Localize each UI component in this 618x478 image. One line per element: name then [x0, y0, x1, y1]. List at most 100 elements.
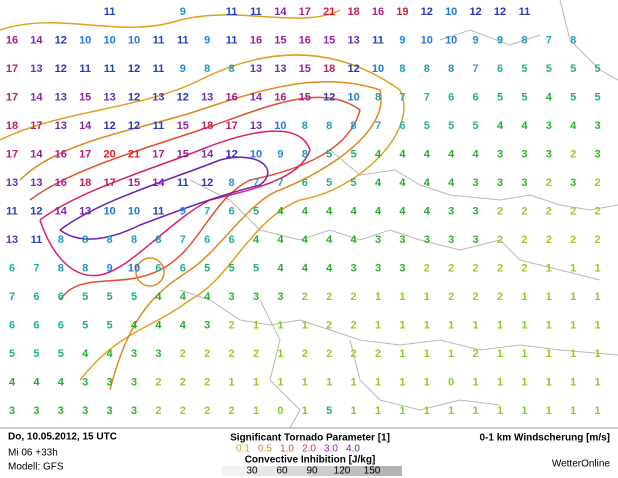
shear-value: 5: [204, 262, 210, 274]
shear-value: 1: [424, 291, 430, 303]
shear-value: 2: [302, 348, 308, 360]
shear-value: 11: [79, 63, 91, 75]
shear-value: 11: [153, 34, 165, 46]
shear-value: 1: [595, 319, 601, 331]
shear-value: 15: [299, 63, 311, 75]
shear-value: 7: [473, 63, 479, 75]
shear-value: 6: [9, 319, 15, 331]
shear-value: 13: [152, 91, 164, 103]
shear-value: 4: [204, 291, 211, 303]
shear-value: 18: [347, 6, 359, 18]
shear-value: 13: [30, 177, 42, 189]
shear-value: 17: [30, 120, 42, 132]
shear-value: 19: [396, 6, 408, 18]
shear-value: 2: [326, 348, 332, 360]
shear-value: 11: [372, 34, 384, 46]
shear-value: 7: [33, 262, 39, 274]
shear-value: 2: [546, 234, 552, 246]
shear-value: 1: [399, 291, 405, 303]
shear-value: 2: [253, 348, 259, 360]
shear-value: 9: [497, 34, 503, 46]
shear-value: 5: [448, 120, 454, 132]
shear-value: 10: [128, 34, 140, 46]
shear-value: 17: [79, 148, 91, 160]
shear-value: 1: [595, 291, 601, 303]
shear-value: 3: [253, 291, 259, 303]
shear-value: 1: [546, 262, 552, 274]
shear-value: 16: [6, 34, 18, 46]
shear-value: 1: [399, 348, 405, 360]
shear-value: 3: [82, 376, 88, 388]
shear-value: 4: [302, 205, 309, 217]
shear-value: 18: [79, 177, 91, 189]
shear-value: 6: [58, 291, 64, 303]
shear-value: 6: [155, 262, 161, 274]
shear-value: 12: [30, 205, 42, 217]
shear-value: 10: [250, 148, 262, 160]
shear-value: 13: [250, 63, 262, 75]
shear-value: 4: [58, 376, 65, 388]
shear-value: 5: [33, 348, 39, 360]
shear-value: 5: [253, 262, 259, 274]
shear-value: 10: [445, 34, 457, 46]
map-background: [0, 0, 618, 428]
shear-value: 11: [250, 6, 262, 18]
shear-value: 2: [204, 348, 210, 360]
shear-value: 12: [128, 91, 140, 103]
shear-value: 11: [6, 205, 18, 217]
shear-value: 1: [497, 376, 503, 388]
shear-value: 1: [546, 291, 552, 303]
shear-value: 3: [155, 348, 161, 360]
shear-value: 4: [33, 376, 40, 388]
shear-value: 10: [445, 6, 457, 18]
shear-value: 2: [204, 376, 210, 388]
shear-value: 4: [399, 177, 406, 189]
shear-value: 2: [570, 205, 576, 217]
shear-value: 3: [277, 291, 283, 303]
shear-value: 15: [177, 120, 189, 132]
shear-value: 1: [497, 405, 503, 417]
shear-value: 1: [351, 405, 357, 417]
brand: WetterOnline: [552, 459, 611, 470]
shear-value: 1: [570, 405, 576, 417]
shear-value: 14: [152, 177, 165, 189]
shear-value: 3: [448, 234, 454, 246]
shear-value: 2: [595, 177, 601, 189]
shear-value: 5: [82, 319, 88, 331]
shear-value: 1: [375, 376, 381, 388]
shear-value: 1: [595, 376, 601, 388]
shear-value: 14: [30, 148, 43, 160]
shear-value: 2: [180, 376, 186, 388]
shear-value: 3: [473, 234, 479, 246]
shear-value: 1: [595, 348, 601, 360]
shear-value: 13: [79, 205, 91, 217]
shear-value: 7: [546, 34, 552, 46]
shear-value: 0: [448, 376, 454, 388]
shear-value: 14: [79, 120, 92, 132]
shear-value: 5: [351, 148, 357, 160]
shear-value: 14: [250, 91, 263, 103]
shear-value: 12: [421, 6, 433, 18]
shear-value: 4: [448, 177, 455, 189]
shear-value: 5: [570, 91, 576, 103]
shear-value: 10: [103, 34, 115, 46]
shear-value: 5: [351, 177, 357, 189]
shear-value: 1: [546, 376, 552, 388]
shear-value: 4: [107, 348, 114, 360]
shear-value: 13: [6, 234, 18, 246]
shear-value: 1: [497, 319, 503, 331]
shear-value: 2: [351, 319, 357, 331]
shear-value: 4: [424, 148, 431, 160]
shear-value: 2: [229, 319, 235, 331]
shear-value: 2: [497, 262, 503, 274]
shear-value: 1: [521, 348, 527, 360]
shear-value: 8: [399, 63, 405, 75]
shear-value: 4: [546, 91, 553, 103]
shear-value: 1: [399, 376, 405, 388]
shear-value: 2: [351, 291, 357, 303]
shear-value: 21: [128, 148, 140, 160]
shear-value: 13: [6, 177, 18, 189]
shear-value: 10: [103, 205, 115, 217]
